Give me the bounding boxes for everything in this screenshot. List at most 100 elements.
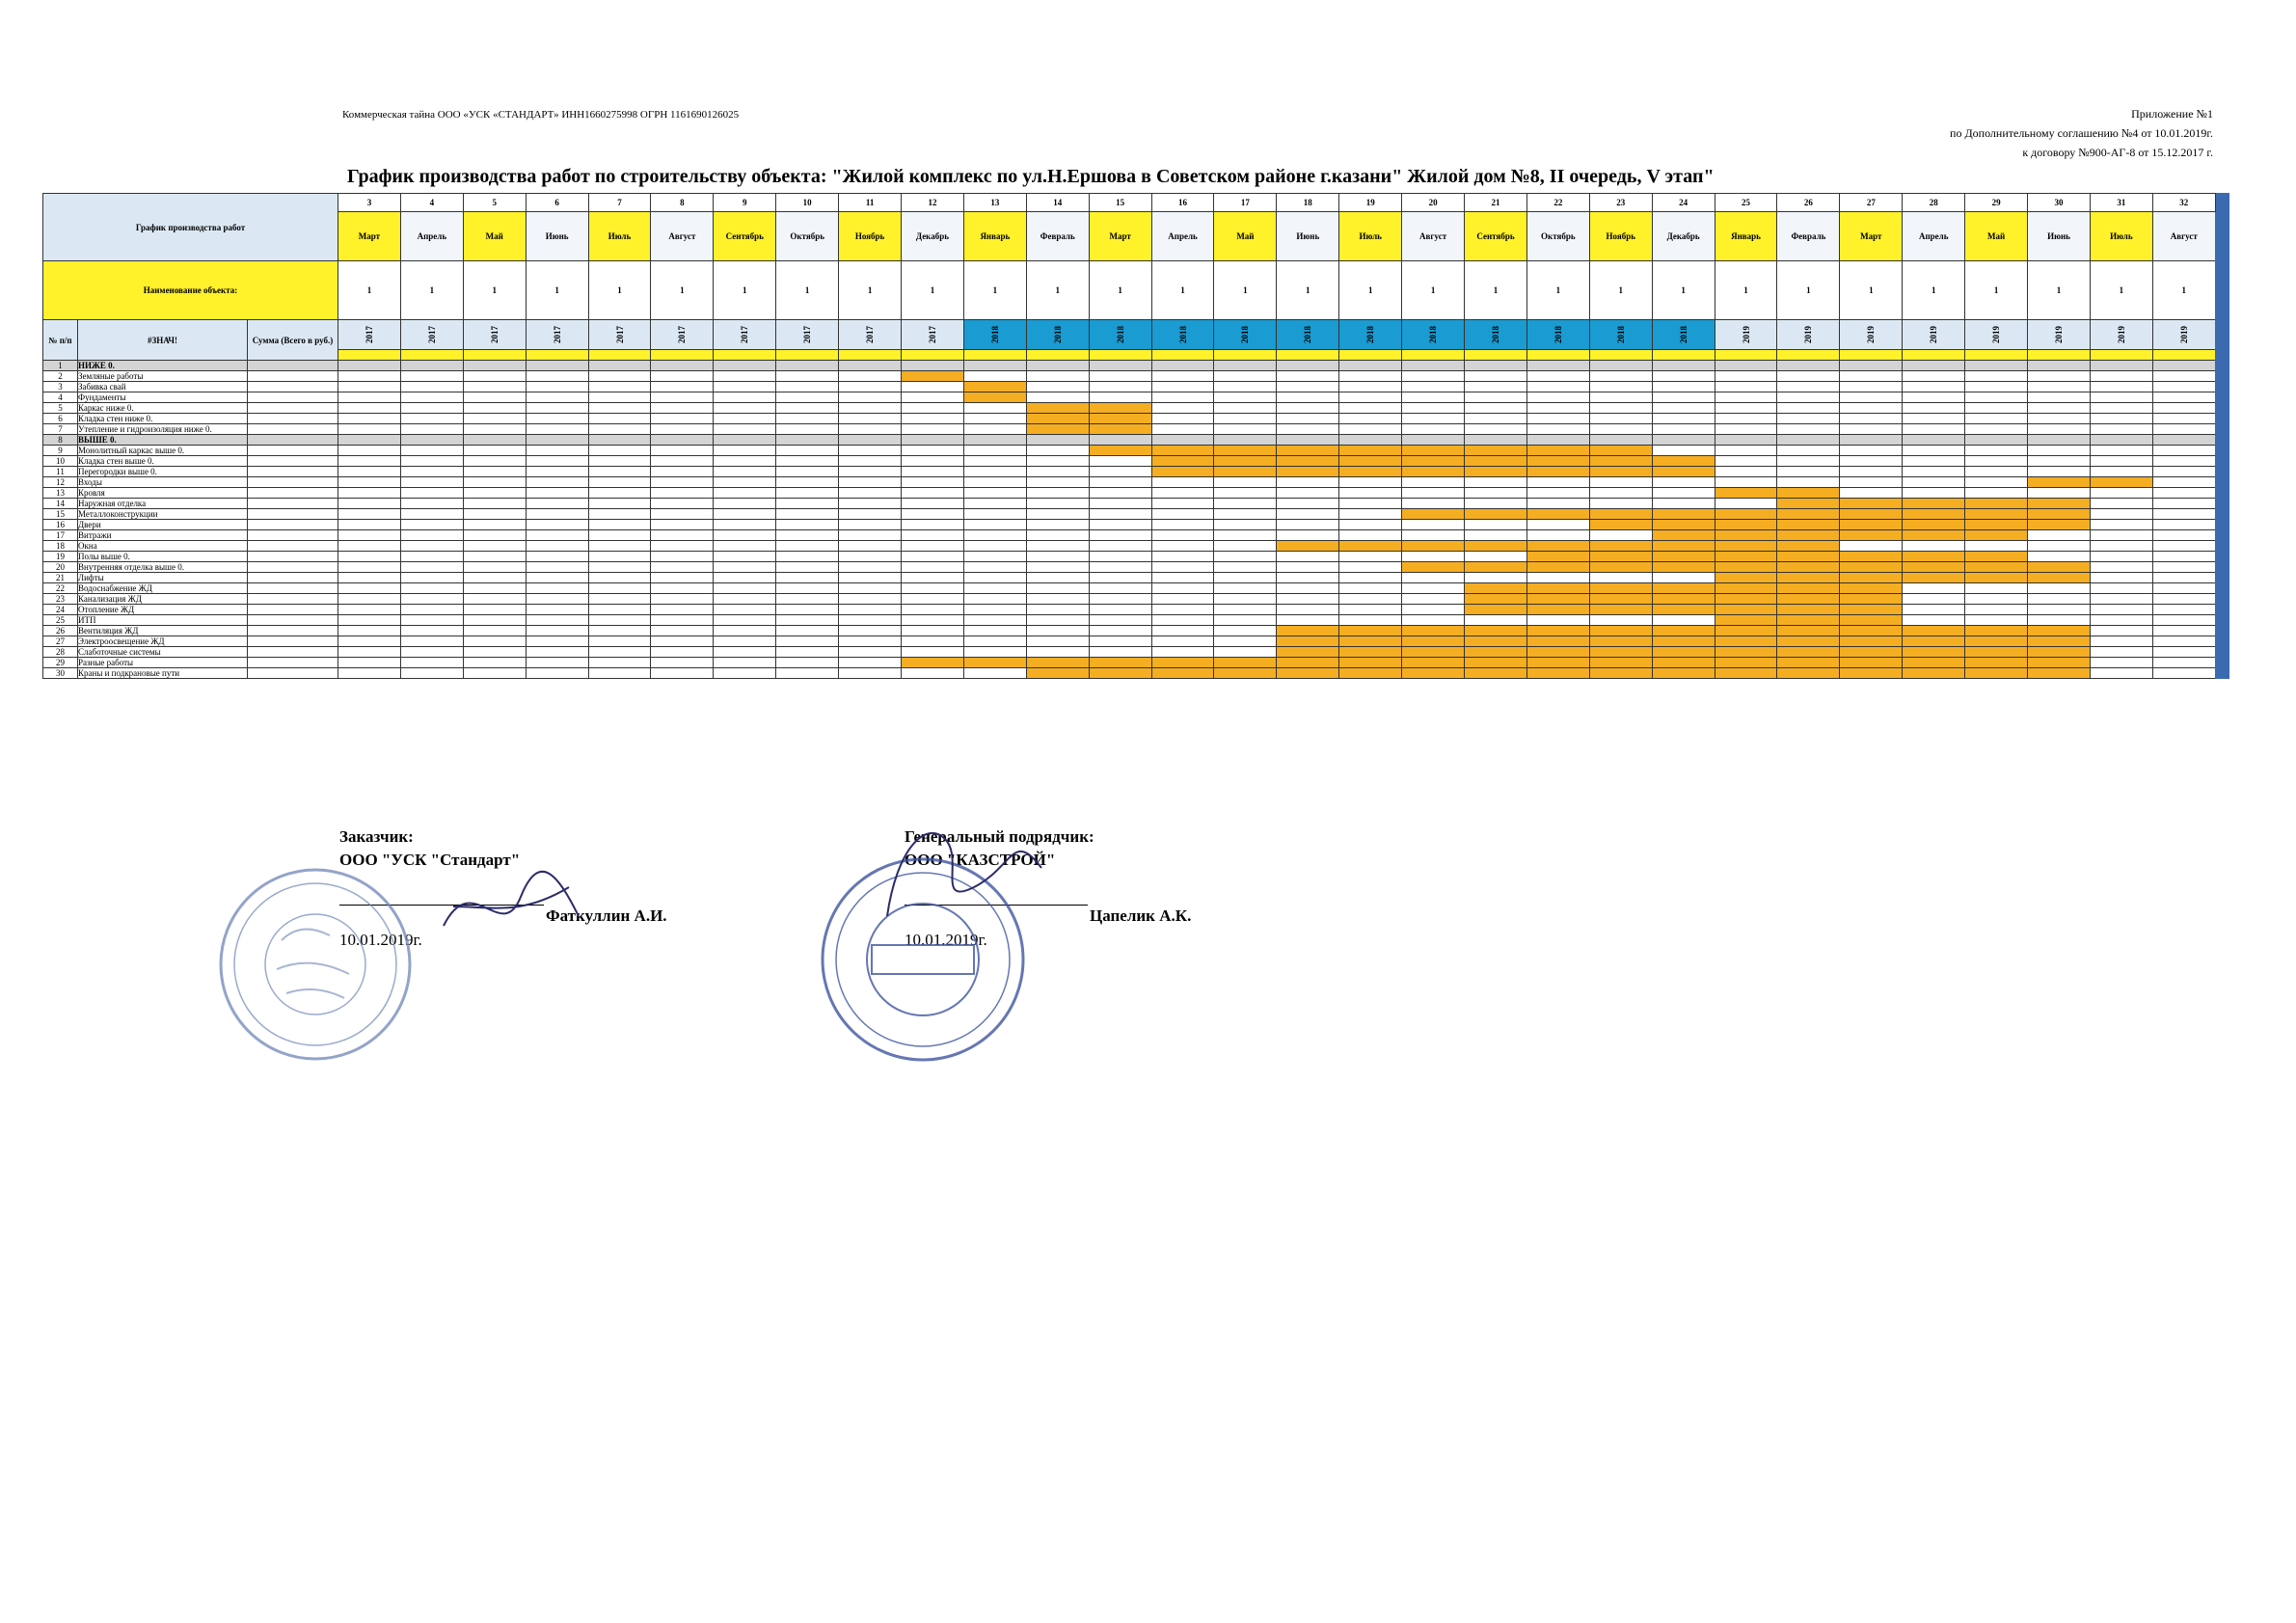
quantity-cell: 1: [587, 260, 652, 320]
gantt-cell: [1464, 402, 1527, 414]
year-cell: 2019: [1714, 319, 1778, 350]
gantt-cell: [399, 529, 464, 541]
gantt-cell: [2027, 466, 2091, 477]
gantt-cell: [838, 370, 903, 382]
gantt-cell: [2151, 498, 2216, 509]
month-cell: Ноябрь: [1588, 211, 1653, 261]
gantt-bar: [1714, 487, 1778, 499]
row-name: Водоснабжение ЖД: [77, 582, 248, 594]
quantity-cell: 1: [1338, 260, 1403, 320]
gantt-cell: [838, 582, 903, 594]
year-cell: 2018: [1150, 319, 1215, 350]
gantt-cell: [901, 529, 964, 541]
appendix-line: Приложение №1: [2131, 107, 2213, 121]
gantt-cell: [399, 636, 464, 647]
table-row: 17 Витражи: [42, 529, 2229, 541]
gantt-cell: [1526, 614, 1590, 626]
gantt-cell: [650, 487, 715, 499]
year-cell: 2017: [838, 319, 903, 350]
gantt-cell: [1025, 593, 1090, 605]
gantt-cell: [2089, 370, 2153, 382]
gantt-bar: [1150, 657, 1215, 668]
gantt-cell: [713, 370, 777, 382]
strip-cell: [775, 349, 840, 361]
gantt-cell: [901, 476, 964, 488]
gantt-cell: [1714, 381, 1778, 392]
gantt-cell: [587, 657, 652, 668]
gantt-cell: [399, 466, 464, 477]
gantt-cell: [587, 593, 652, 605]
gantt-cell: [1401, 402, 1466, 414]
strip-cell: [338, 349, 401, 361]
gantt-cell: [1588, 487, 1653, 499]
gantt-bar: [1902, 625, 1966, 636]
gantt-cell: [1401, 604, 1466, 615]
gantt-bar: [1088, 413, 1152, 424]
gantt-cell: [399, 423, 464, 435]
gantt-cell: [962, 572, 1027, 583]
gantt-bar: [1464, 445, 1527, 456]
gantt-cell: [2151, 604, 2216, 615]
gantt-cell: [1088, 572, 1152, 583]
gantt-cell: [1213, 604, 1278, 615]
gantt-cell: [901, 445, 964, 456]
gantt-cell: [1025, 508, 1090, 520]
row-number: 21: [42, 572, 78, 583]
gantt-cell: [399, 519, 464, 530]
month-cell: Август: [650, 211, 715, 261]
gantt-cell: [1776, 392, 1841, 403]
gantt-cell: [1964, 381, 2029, 392]
gantt-cell: [1401, 487, 1466, 499]
gantt-bar: [1651, 636, 1715, 647]
gantt-cell: [399, 657, 464, 668]
gantt-cell: [525, 392, 589, 403]
gantt-bar: [1776, 572, 1841, 583]
gantt-bar: [1902, 508, 1966, 520]
appendix-block: Приложение №1 по Дополнительному соглаше…: [1950, 104, 2213, 162]
gantt-cell: [1964, 593, 2029, 605]
quantity-cell: 1: [1902, 260, 1966, 320]
column-number: 9: [713, 193, 777, 212]
gantt-cell: [338, 582, 401, 594]
gantt-cell: [713, 636, 777, 647]
gantt-cell: [1902, 402, 1966, 414]
gantt-bar: [1464, 466, 1527, 477]
gantt-cell: [1964, 455, 2029, 467]
gantt-bar: [1588, 593, 1653, 605]
gantt-cell: [1025, 434, 1090, 446]
gantt-cell: [775, 423, 840, 435]
year-cell: 2017: [650, 319, 715, 350]
gantt-cell: [338, 487, 401, 499]
gantt-cell: [525, 434, 589, 446]
row-number: 15: [42, 508, 78, 520]
gantt-cell: [2151, 625, 2216, 636]
month-cell: Август: [2151, 211, 2216, 261]
year-text: 2017: [865, 326, 876, 343]
strip-cell: [1902, 349, 1966, 361]
gantt-cell: [713, 445, 777, 456]
gantt-bar: [1776, 561, 1841, 573]
gantt-bar: [1776, 604, 1841, 615]
gantt-bar: [1276, 646, 1340, 658]
gantt-cell: [775, 455, 840, 467]
gantt-cell: [2027, 360, 2091, 371]
table-row: 19 Полы выше 0.: [42, 551, 2229, 562]
gantt-cell: [962, 593, 1027, 605]
year-text: 2017: [552, 326, 562, 343]
gantt-cell: [1839, 423, 1904, 435]
strip-cell: [1150, 349, 1215, 361]
gantt-cell: [650, 572, 715, 583]
gantt-cell: [962, 423, 1027, 435]
gantt-bar: [1401, 667, 1466, 679]
quantity-cell: 1: [2027, 260, 2091, 320]
table-row: 12 Входы: [42, 476, 2229, 488]
gantt-bar: [1150, 667, 1215, 679]
strip-cell: [713, 349, 777, 361]
gantt-cell: [587, 540, 652, 552]
gantt-bar: [1025, 423, 1090, 435]
gantt-bar: [1526, 466, 1590, 477]
gantt-bar: [1464, 646, 1527, 658]
gantt-cell: [650, 370, 715, 382]
gantt-cell: [462, 540, 527, 552]
gantt-cell: [1088, 487, 1152, 499]
